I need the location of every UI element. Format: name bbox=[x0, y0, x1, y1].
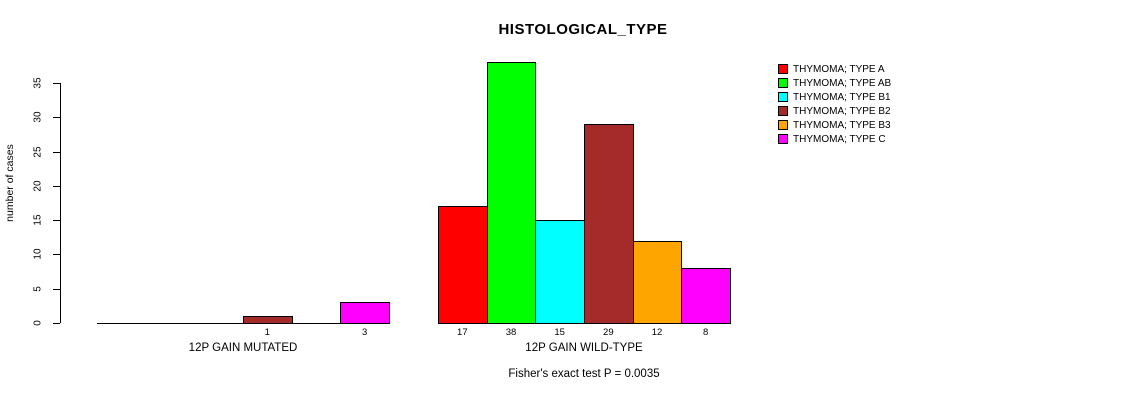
legend-swatch-icon bbox=[778, 134, 788, 144]
bar bbox=[632, 240, 683, 324]
y-tick-label: 0 bbox=[32, 320, 44, 326]
y-tick-label: 30 bbox=[32, 111, 44, 123]
y-tick-mark bbox=[53, 151, 60, 153]
legend-swatch-icon bbox=[778, 120, 788, 130]
bar bbox=[486, 62, 537, 324]
legend-label: THYMOMA; TYPE A bbox=[793, 63, 885, 75]
y-tick-label: 10 bbox=[32, 248, 44, 260]
bar bbox=[243, 316, 293, 324]
y-axis-title: number of cases bbox=[4, 144, 16, 222]
y-axis-line bbox=[60, 83, 61, 323]
chart-title: HISTOLOGICAL_TYPE bbox=[498, 21, 668, 38]
bar-value-label: 38 bbox=[505, 327, 517, 338]
bar-value-label: 15 bbox=[554, 327, 565, 338]
bar-value-label: 17 bbox=[457, 327, 468, 338]
bar-value-label: 1 bbox=[264, 327, 270, 338]
legend: THYMOMA; TYPE A THYMOMA; TYPE AB THYMOMA; … bbox=[778, 62, 891, 146]
y-tick-mark bbox=[53, 254, 60, 256]
x-group-label: 12P GAIN WILD-TYPE bbox=[525, 342, 643, 354]
legend-label: THYMOMA; TYPE B1 bbox=[793, 91, 891, 103]
bar-value-label: 8 bbox=[703, 327, 709, 338]
bar bbox=[438, 206, 488, 324]
y-tick-label: 20 bbox=[32, 180, 44, 192]
legend-item: THYMOMA; TYPE A bbox=[778, 62, 891, 76]
legend-item: THYMOMA; TYPE B2 bbox=[778, 104, 891, 118]
legend-item: THYMOMA; TYPE AB bbox=[778, 76, 891, 90]
y-tick-mark bbox=[53, 117, 60, 119]
y-tick-label: 25 bbox=[32, 146, 44, 158]
legend-label: THYMOMA; TYPE B3 bbox=[793, 119, 891, 131]
bar-value-label: 12 bbox=[651, 327, 663, 338]
y-tick-mark bbox=[53, 220, 60, 222]
legend-swatch-icon bbox=[778, 64, 788, 74]
footer-annotation: Fisher's exact test P = 0.0035 bbox=[508, 368, 660, 380]
legend-swatch-icon bbox=[778, 92, 788, 102]
bar bbox=[584, 124, 634, 324]
y-tick-mark bbox=[53, 288, 60, 290]
y-tick-label: 35 bbox=[32, 77, 44, 89]
y-tick-mark bbox=[53, 83, 60, 84]
legend-swatch-icon bbox=[778, 106, 788, 116]
bar-value-label: 29 bbox=[603, 327, 614, 338]
legend-item: THYMOMA; TYPE B3 bbox=[778, 118, 891, 132]
bar bbox=[340, 302, 390, 324]
legend-label: THYMOMA; TYPE C bbox=[793, 133, 886, 145]
legend-swatch-icon bbox=[778, 78, 788, 88]
legend-label: THYMOMA; TYPE B2 bbox=[793, 105, 891, 117]
y-tick-label: 5 bbox=[32, 285, 44, 292]
y-tick-label: 15 bbox=[32, 214, 44, 226]
bar bbox=[535, 220, 585, 324]
legend-label: THYMOMA; TYPE AB bbox=[793, 77, 892, 89]
y-tick-mark bbox=[53, 323, 60, 324]
legend-item: THYMOMA; TYPE C bbox=[778, 132, 891, 146]
bar-value-label: 3 bbox=[362, 327, 368, 338]
y-tick-mark bbox=[53, 185, 60, 187]
x-group-label: 12P GAIN MUTATED bbox=[188, 342, 298, 354]
bar bbox=[681, 268, 731, 324]
legend-item: THYMOMA; TYPE B1 bbox=[778, 90, 891, 104]
